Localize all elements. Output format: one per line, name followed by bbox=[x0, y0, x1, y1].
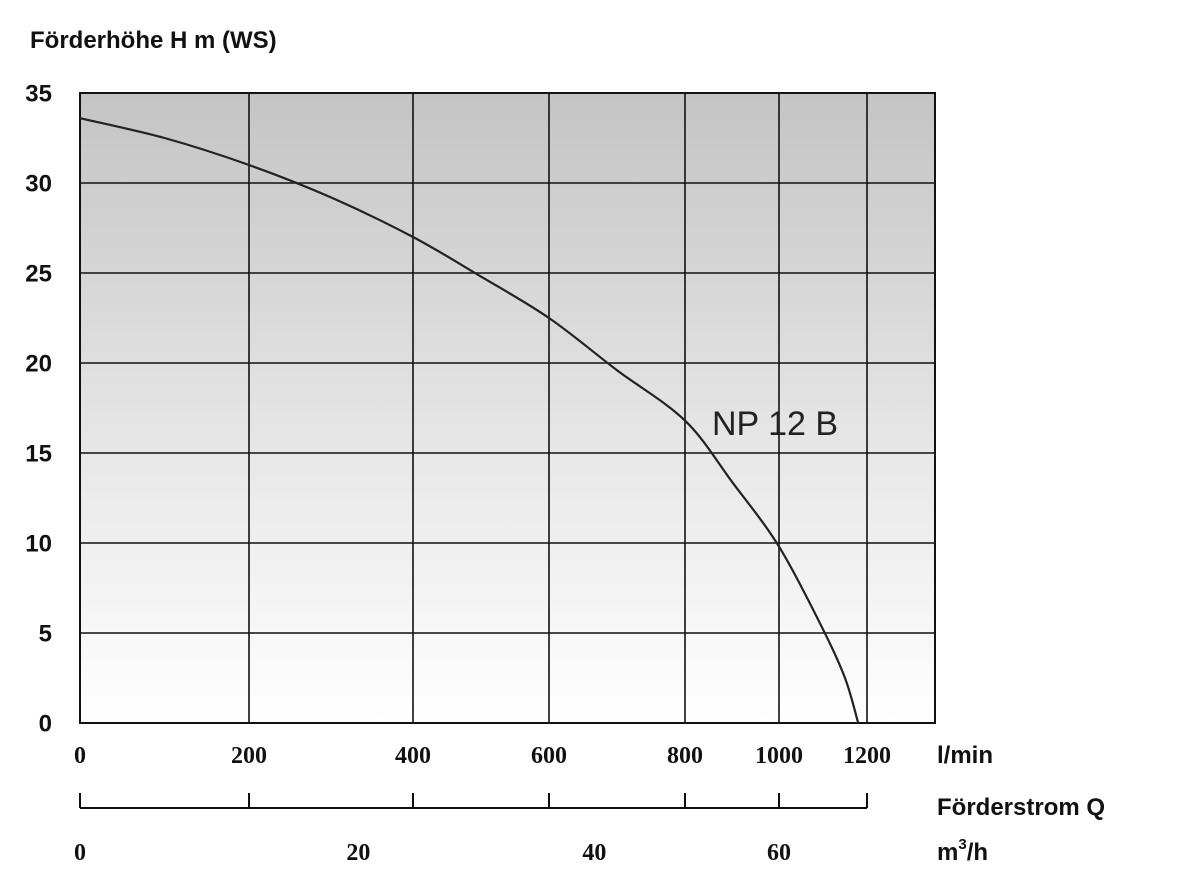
grid-lines bbox=[80, 93, 935, 723]
unit-base: m bbox=[937, 839, 958, 866]
plot-background bbox=[80, 93, 935, 723]
y-tick-label: 35 bbox=[25, 80, 52, 107]
x-tick-labels-m3h: 0 20 40 60 bbox=[74, 840, 791, 866]
x-tick-label-m3h: 0 bbox=[74, 840, 86, 866]
x-tick-label-lmin: 1200 bbox=[843, 743, 891, 769]
x-axis-unit-lmin: l/min bbox=[937, 742, 993, 769]
series-line-np-12-b bbox=[79, 117, 860, 724]
series-label: NP 12 B bbox=[712, 405, 838, 443]
y-tick-label: 10 bbox=[25, 530, 52, 557]
secondary-x-axis bbox=[79, 793, 868, 809]
unit-superscript: 3 bbox=[958, 836, 966, 853]
y-tick-label: 15 bbox=[25, 440, 52, 467]
x-axis-unit-m3h: m3/h bbox=[937, 836, 988, 866]
y-tick-label: 30 bbox=[25, 170, 52, 197]
x-tick-label-lmin: 0 bbox=[74, 743, 86, 769]
x-tick-label-m3h: 60 bbox=[767, 840, 791, 866]
x-tick-label-lmin: 200 bbox=[231, 743, 267, 769]
y-tick-label: 0 bbox=[39, 710, 52, 737]
x-tick-labels-lmin: 0 200 400 600 800 1000 1200 bbox=[74, 743, 891, 769]
y-tick-label: 25 bbox=[25, 260, 52, 287]
y-tick-label: 5 bbox=[39, 620, 52, 647]
x-tick-label-lmin: 400 bbox=[395, 743, 431, 769]
x-axis-title-secondary: Förderstrom Q bbox=[937, 794, 1105, 821]
unit-tail: /h bbox=[967, 839, 988, 866]
x-tick-label-m3h: 40 bbox=[582, 840, 606, 866]
x-tick-label-m3h: 20 bbox=[346, 840, 370, 866]
x-tick-label-lmin: 600 bbox=[531, 743, 567, 769]
y-axis-title: Förderhöhe H m (WS) bbox=[30, 27, 277, 54]
y-tick-label: 20 bbox=[25, 350, 52, 377]
x-tick-label-lmin: 800 bbox=[667, 743, 703, 769]
x-tick-label-lmin: 1000 bbox=[755, 743, 803, 769]
y-tick-labels: 0 5 10 15 20 25 30 35 bbox=[25, 80, 52, 737]
plot-frame bbox=[79, 92, 936, 724]
